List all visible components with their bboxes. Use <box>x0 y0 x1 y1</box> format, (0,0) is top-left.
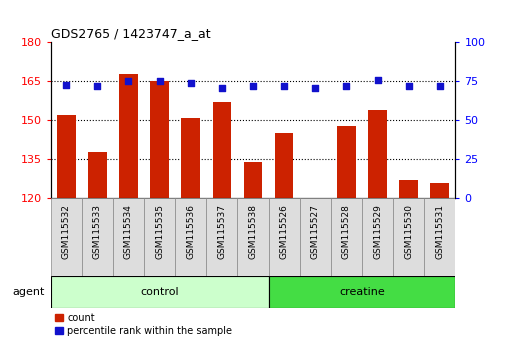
Bar <box>212 102 231 198</box>
Bar <box>82 198 113 276</box>
Point <box>373 77 381 83</box>
Text: creatine: creatine <box>338 287 384 297</box>
Text: GSM115538: GSM115538 <box>248 205 257 259</box>
Bar <box>144 198 175 276</box>
Text: GSM115531: GSM115531 <box>434 205 443 259</box>
Bar <box>299 198 330 276</box>
Point <box>155 79 163 84</box>
Bar <box>398 180 417 198</box>
Bar <box>268 276 454 308</box>
Bar <box>336 126 355 198</box>
Text: GDS2765 / 1423747_a_at: GDS2765 / 1423747_a_at <box>50 27 210 40</box>
Text: GSM115532: GSM115532 <box>62 205 71 259</box>
Bar <box>330 198 361 276</box>
Text: GSM115533: GSM115533 <box>92 205 102 259</box>
Bar <box>423 198 454 276</box>
Bar <box>88 152 107 198</box>
Bar <box>50 198 82 276</box>
Bar <box>274 133 293 198</box>
Bar <box>392 198 423 276</box>
Point <box>342 83 350 89</box>
Legend: count, percentile rank within the sample: count, percentile rank within the sample <box>56 313 232 336</box>
Point <box>124 79 132 84</box>
Bar <box>206 198 237 276</box>
Text: GSM115530: GSM115530 <box>403 205 413 259</box>
Bar <box>57 115 75 198</box>
Bar <box>237 198 268 276</box>
Point <box>404 83 412 89</box>
Text: GSM115535: GSM115535 <box>155 205 164 259</box>
Bar <box>181 118 199 198</box>
Point <box>311 85 319 91</box>
Bar <box>175 198 206 276</box>
Text: GSM115529: GSM115529 <box>372 205 381 259</box>
Point <box>248 83 257 89</box>
Point <box>62 82 70 87</box>
Point <box>280 83 288 89</box>
Text: GSM115534: GSM115534 <box>124 205 133 259</box>
Text: control: control <box>140 287 179 297</box>
Point <box>217 85 225 91</box>
Point <box>186 80 194 86</box>
Bar <box>268 198 299 276</box>
Bar <box>368 110 386 198</box>
Text: GSM115527: GSM115527 <box>310 205 319 259</box>
Text: GSM115528: GSM115528 <box>341 205 350 259</box>
Bar <box>50 276 268 308</box>
Text: GSM115526: GSM115526 <box>279 205 288 259</box>
Point <box>435 83 443 89</box>
Text: GSM115536: GSM115536 <box>186 205 195 259</box>
Bar <box>113 198 144 276</box>
Text: GSM115537: GSM115537 <box>217 205 226 259</box>
Bar <box>119 74 137 198</box>
Text: agent: agent <box>12 287 44 297</box>
Bar <box>430 183 448 198</box>
Bar <box>150 81 169 198</box>
Point <box>93 83 101 89</box>
Bar <box>361 198 392 276</box>
Bar <box>243 162 262 198</box>
